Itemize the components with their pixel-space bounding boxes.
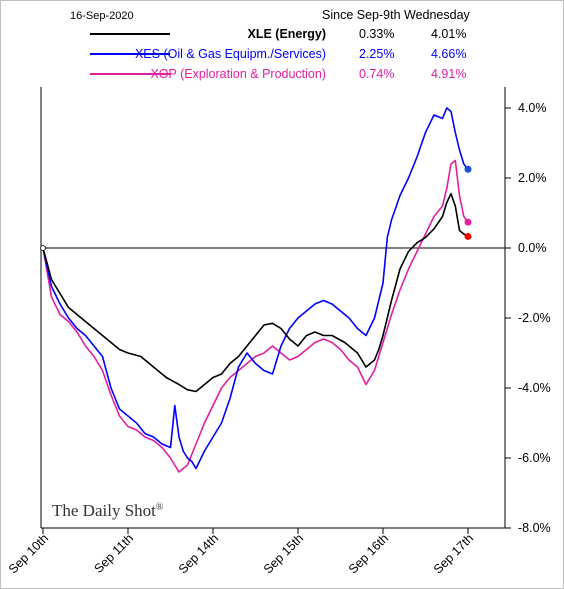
x-tick-label: Sep 15th <box>261 531 306 576</box>
y-tick-label: 0.0% <box>518 241 547 255</box>
legend-wednesday-xes: 4.66% <box>431 47 466 61</box>
y-tick-label: -4.0% <box>518 381 551 395</box>
x-ticks: Sep 10th Sep 11th Sep 14th Sep 15th Sep 16th… <box>6 528 476 577</box>
watermark-text: The Daily Shot <box>52 501 156 520</box>
legend-item-xop: XOP (Exploration & Production) 0.74% 4.9… <box>90 67 466 81</box>
start-marker <box>40 245 46 251</box>
legend-label-xop: XOP (Exploration & Production) <box>150 67 326 81</box>
legend-since-xle: 0.33% <box>359 27 394 41</box>
legend-since-xop: 0.74% <box>359 67 394 81</box>
watermark: The Daily Shot® <box>52 501 164 520</box>
series-lines <box>42 107 469 473</box>
y-tick-label: -2.0% <box>518 311 551 325</box>
x-tick-label: Sep 14th <box>176 531 221 576</box>
series-end-dot-0 <box>464 232 472 240</box>
legend-item-xes: XES (Oil & Gas Equipm./Services) 2.25% 4… <box>90 47 466 61</box>
y-ticks: 4.0% 2.0% 0.0% -2.0% -4.0% -6.0% -8.0% <box>505 101 551 535</box>
watermark-mark: ® <box>156 502 164 513</box>
x-tick-label: Sep 10th <box>6 531 51 576</box>
y-tick-label: 4.0% <box>518 101 547 115</box>
y-tick-label: -6.0% <box>518 451 551 465</box>
date-stamp: 16-Sep-2020 <box>70 10 134 22</box>
legend-wednesday-xle: 4.01% <box>431 27 466 41</box>
legend-since-xes: 2.25% <box>359 47 394 61</box>
legend-label-xle: XLE (Energy) <box>248 27 327 41</box>
series-line-0 <box>42 192 469 393</box>
series-end-dot-1 <box>464 165 472 173</box>
axes <box>40 87 506 529</box>
legend-wednesday-xop: 4.91% <box>431 67 466 81</box>
column-header-since: Since Sep-9th <box>322 8 401 22</box>
series-end-dot-2 <box>464 218 472 226</box>
legend-label-xes: XES (Oil & Gas Equipm./Services) <box>135 47 326 61</box>
x-tick-label: Sep 11th <box>91 531 136 576</box>
y-tick-label: -8.0% <box>518 521 551 535</box>
x-tick-label: Sep 16th <box>346 531 391 576</box>
x-tick-label: Sep 17th <box>431 531 476 576</box>
series-line-2 <box>42 159 469 473</box>
legend-item-xle: XLE (Energy) 0.33% 4.01% <box>90 27 466 41</box>
series-line-1 <box>42 107 469 470</box>
series-end-dots <box>40 165 472 251</box>
legend: XLE (Energy) 0.33% 4.01% XES (Oil & Gas … <box>90 27 466 81</box>
column-header-wednesday: Wednesday <box>404 8 471 22</box>
y-tick-label: 2.0% <box>518 171 547 185</box>
